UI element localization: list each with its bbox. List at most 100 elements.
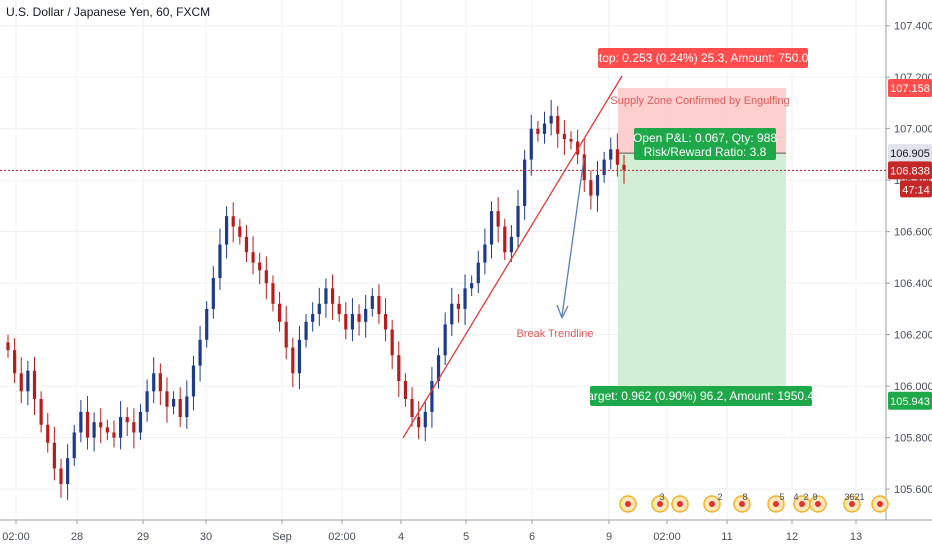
candle-body (79, 411, 83, 433)
event-count: 3 (659, 492, 664, 502)
candle-body (377, 296, 381, 315)
event-flag-dot (657, 501, 663, 507)
candle-body (138, 411, 143, 433)
candle-body (549, 115, 553, 124)
candle-body (291, 347, 295, 374)
current-price-tag-box (888, 161, 932, 180)
candle-body (52, 442, 56, 469)
candle-body (238, 226, 242, 237)
candle-body (483, 244, 487, 263)
target-price-tag-box (888, 391, 932, 410)
entry-price-tag-box (888, 144, 932, 163)
event-flag-dot (849, 501, 855, 507)
event-count: 4 (793, 492, 798, 502)
x-tick-label: 02:00 (2, 531, 30, 543)
x-tick-label: 5 (463, 531, 469, 543)
candle-body (383, 314, 388, 330)
break-arrow-shaft (561, 157, 585, 317)
target-label: Target: 0.962 (0.90%) 96.2, Amount: 1950… (581, 389, 821, 403)
candle-body (284, 321, 288, 348)
x-tick-label: 4 (398, 531, 404, 543)
event-count: 2 (717, 492, 722, 502)
candle-body (165, 391, 169, 407)
candle-body (370, 296, 374, 309)
stop-price-tag-box (888, 79, 932, 98)
candle-body (178, 399, 182, 418)
event-flag-dot (709, 501, 715, 507)
event-count: 362 (844, 492, 859, 502)
candle-body (105, 427, 109, 433)
candle-body (615, 149, 619, 165)
candle-body (191, 365, 196, 397)
candle-body (397, 355, 401, 381)
current-price-tag: 106.838 (890, 165, 930, 177)
entry-price-tag: 106.905 (890, 148, 930, 160)
countdown-label: 47:14 (902, 184, 930, 196)
event-count: 1 (859, 492, 864, 502)
candle-body (324, 288, 328, 304)
candle-body (443, 324, 447, 356)
candle-body (264, 270, 268, 284)
y-tick-label: 107.000 (894, 124, 932, 136)
candle-body (32, 370, 37, 400)
candle-body (423, 411, 427, 428)
event-count: 5 (779, 492, 784, 502)
countdown-box (900, 180, 932, 198)
candle-body (576, 141, 580, 155)
candle-body (59, 468, 63, 484)
stop-price-tag: 107.158 (890, 83, 930, 95)
y-tick-label: 107.400 (894, 21, 932, 33)
candle-body (470, 283, 474, 289)
x-tick-label: 13 (850, 531, 862, 543)
candle-body (152, 373, 156, 392)
x-tick-label: 30 (200, 531, 212, 543)
candle-body (304, 321, 308, 340)
candle-body (430, 380, 434, 412)
y-tick-label: 105.600 (894, 484, 932, 496)
candle-body (463, 288, 467, 309)
candle-body (489, 211, 494, 245)
y-tick-label: 106.200 (894, 330, 932, 342)
candle-body (271, 283, 275, 304)
target-label-box (590, 386, 812, 406)
candle-body (509, 236, 513, 253)
y-tick-label: 106.400 (894, 278, 932, 290)
candle-body (337, 303, 341, 315)
candle-body (26, 370, 30, 392)
candle-body (277, 303, 282, 322)
candle-body (251, 252, 255, 263)
candle-body (19, 373, 23, 392)
x-tick-label: 12 (786, 531, 798, 543)
x-tick-label: 9 (606, 531, 612, 543)
candle-body (205, 308, 209, 340)
x-tick-label: 11 (721, 531, 732, 543)
event-flag-dot (677, 501, 683, 507)
candle-body (6, 342, 10, 351)
candle-body (330, 288, 335, 304)
event-flag-dot (739, 501, 745, 507)
candle-body (66, 458, 70, 484)
candle-body (364, 308, 368, 322)
break-trendline-label: Break Trendline (516, 328, 593, 340)
break-arrow-head (556, 304, 569, 319)
chart-title: U.S. Dollar / Japanese Yen, 60, FXCM (6, 5, 211, 19)
candle-body (536, 128, 540, 134)
event-count: 2 (803, 492, 808, 502)
candle-body (132, 422, 136, 433)
candle-body (344, 314, 348, 330)
event-flag-dot (625, 501, 631, 507)
supply-zone-label: Supply Zone Confirmed by Engulfing (610, 95, 789, 107)
candle-body (622, 164, 626, 170)
candle-body (529, 128, 533, 160)
candle-body (390, 329, 394, 356)
candle-body (185, 396, 189, 418)
candle-body (145, 391, 149, 412)
candle-body (403, 380, 408, 400)
candle-body (589, 180, 593, 196)
candle-body (112, 432, 116, 438)
y-tick-label: 106.600 (894, 227, 932, 239)
pnl-label: Open P&L: 0.067, Qty: 988 (633, 131, 777, 145)
stop-label: Stop: 0.253 (0.24%) 25.3, Amount: 750.04 (591, 51, 815, 65)
candle-body (46, 424, 50, 443)
